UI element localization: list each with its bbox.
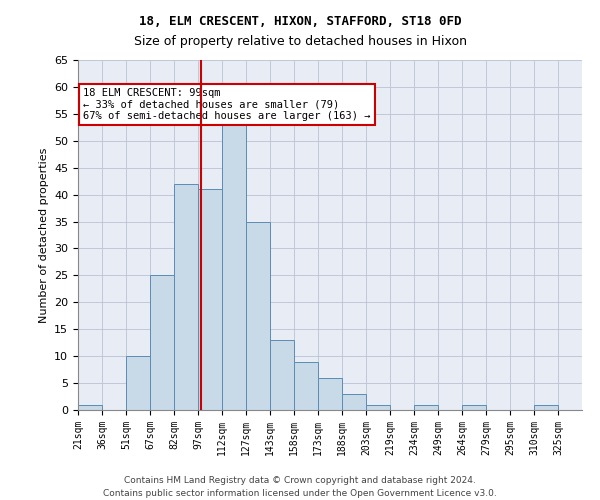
Bar (270, 340, 294, 410)
Y-axis label: Number of detached properties: Number of detached properties (38, 148, 49, 322)
Text: 18 ELM CRESCENT: 99sqm
← 33% of detached houses are smaller (79)
67% of semi-det: 18 ELM CRESCENT: 99sqm ← 33% of detached… (83, 88, 371, 121)
Bar (414, 404, 438, 410)
Bar (462, 404, 486, 410)
Bar (198, 189, 222, 410)
Bar (246, 222, 270, 410)
Bar (534, 404, 558, 410)
Bar (342, 394, 366, 410)
Text: Contains public sector information licensed under the Open Government Licence v3: Contains public sector information licen… (103, 488, 497, 498)
Text: Size of property relative to detached houses in Hixon: Size of property relative to detached ho… (133, 35, 467, 48)
Bar (366, 404, 390, 410)
Text: 18, ELM CRESCENT, HIXON, STAFFORD, ST18 0FD: 18, ELM CRESCENT, HIXON, STAFFORD, ST18 … (139, 15, 461, 28)
Bar (318, 378, 342, 410)
Bar (126, 356, 150, 410)
Bar (174, 184, 198, 410)
Bar (294, 362, 318, 410)
Bar (78, 404, 102, 410)
Text: Contains HM Land Registry data © Crown copyright and database right 2024.: Contains HM Land Registry data © Crown c… (124, 476, 476, 485)
Bar (150, 276, 174, 410)
Bar (222, 119, 246, 410)
